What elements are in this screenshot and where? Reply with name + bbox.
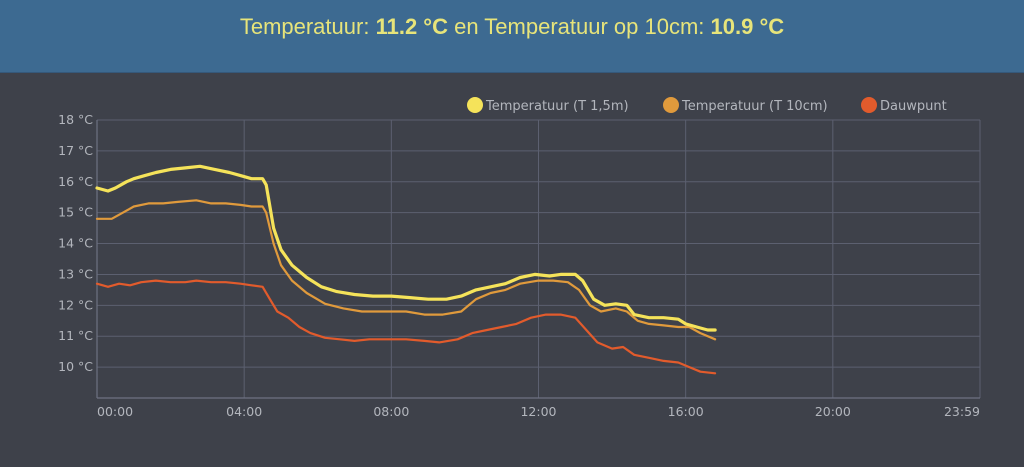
x-tick-label: 16:00 — [668, 404, 704, 419]
x-tick-label: 20:00 — [815, 404, 851, 419]
x-tick-label: 08:00 — [373, 404, 409, 419]
temperature-10cm-value: 10.9 °C — [710, 14, 785, 39]
legend-item-1[interactable]: Temperatuur (T 1,5m) — [467, 97, 629, 114]
y-tick-label: 14 °C — [58, 236, 93, 251]
y-tick-label: 12 °C — [58, 297, 93, 312]
series-line-1 — [95, 164, 717, 332]
y-tick-label: 17 °C — [58, 143, 93, 158]
legend-marker — [467, 97, 483, 113]
series-line-2 — [95, 199, 717, 341]
legend-item-2[interactable]: Temperatuur (T 10cm) — [663, 97, 828, 114]
y-tick-label: 18 °C — [58, 112, 93, 127]
y-tick-label: 11 °C — [58, 328, 93, 343]
y-tick-label: 15 °C — [58, 205, 93, 220]
legend-item-3[interactable]: Dauwpunt — [861, 97, 947, 114]
x-axis-ticks: 00:00 04:00 08:00 12:00 16:00 20:00 23:59 — [97, 404, 980, 419]
x-tick-label: 00:00 — [97, 404, 133, 419]
series-line-3 — [95, 279, 717, 375]
temperature-value: 11.2 °C — [375, 14, 448, 39]
chart-grid — [96, 119, 981, 399]
chart-legend[interactable]: Temperatuur (T 1,5m) Temperatuur (T 10cm)… — [467, 97, 947, 114]
chart-series — [95, 164, 717, 375]
y-tick-label: 16 °C — [58, 174, 93, 189]
x-tick-label: 12:00 — [520, 404, 556, 419]
legend-label: Dauwpunt — [880, 99, 947, 114]
y-axis-ticks: 10 °C 11 °C 12 °C 13 °C 14 °C 15 °C 16 °C 17 °C… — [58, 112, 93, 374]
y-tick-label: 10 °C — [58, 359, 93, 374]
temperature-line-chart: 10 °C 11 °C 12 °C 13 °C 14 °C 15 °C 16 °C 17 °C… — [58, 97, 981, 419]
legend-marker — [663, 97, 679, 113]
temperature-10cm-label: en Temperatuur op 10cm: — [454, 14, 705, 39]
header-bar: Temperatuur: 11.2 °C en Temperatuur op 1… — [0, 0, 1024, 73]
legend-marker — [861, 97, 877, 113]
temperature-label: Temperatuur: — [239, 14, 370, 39]
current-temperature-summary: Temperatuur: 11.2 °C en Temperatuur op 1… — [0, 14, 1024, 40]
y-tick-label: 13 °C — [58, 266, 93, 281]
x-tick-label: 04:00 — [226, 404, 262, 419]
x-tick-label: 23:59 — [944, 404, 980, 419]
legend-label: Temperatuur (T 10cm) — [681, 99, 828, 114]
legend-label: Temperatuur (T 1,5m) — [485, 99, 629, 114]
